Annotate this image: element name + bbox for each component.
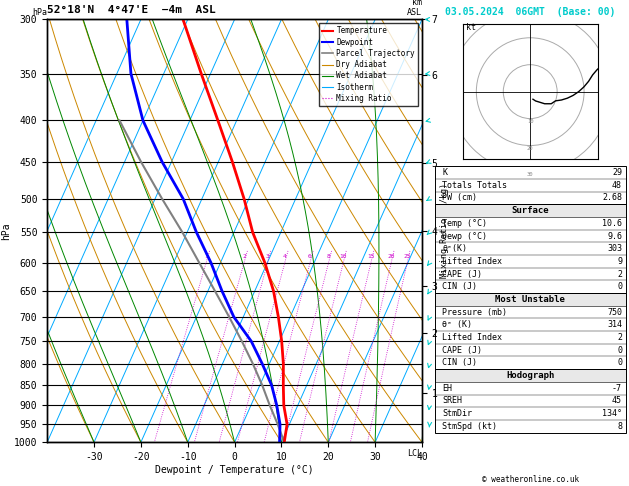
Text: 0: 0 xyxy=(617,346,622,355)
Text: Dewp (°C): Dewp (°C) xyxy=(442,231,487,241)
Text: 10: 10 xyxy=(527,119,533,123)
Text: 45: 45 xyxy=(612,397,622,405)
Text: 9: 9 xyxy=(617,257,622,266)
Text: 2.68: 2.68 xyxy=(602,193,622,203)
Text: 0: 0 xyxy=(617,282,622,291)
Text: θᵉ (K): θᵉ (K) xyxy=(442,320,472,329)
Text: km
ASL: km ASL xyxy=(407,0,422,17)
Text: 20: 20 xyxy=(527,145,533,151)
Text: PW (cm): PW (cm) xyxy=(442,193,477,203)
Bar xyxy=(435,369,626,433)
Text: Surface: Surface xyxy=(511,206,549,215)
Bar xyxy=(435,369,626,382)
Text: StmSpd (kt): StmSpd (kt) xyxy=(442,422,497,431)
Text: 48: 48 xyxy=(612,181,622,190)
Text: θᵉ(K): θᵉ(K) xyxy=(442,244,467,253)
Y-axis label: hPa: hPa xyxy=(1,222,11,240)
Legend: Temperature, Dewpoint, Parcel Trajectory, Dry Adiabat, Wet Adiabat, Isotherm, Mi: Temperature, Dewpoint, Parcel Trajectory… xyxy=(319,23,418,106)
Text: 750: 750 xyxy=(607,308,622,316)
Bar xyxy=(435,166,626,204)
Text: CIN (J): CIN (J) xyxy=(442,358,477,367)
Text: 15: 15 xyxy=(367,254,375,259)
X-axis label: Dewpoint / Temperature (°C): Dewpoint / Temperature (°C) xyxy=(155,465,314,475)
Text: © weatheronline.co.uk: © weatheronline.co.uk xyxy=(482,474,579,484)
Text: LCL: LCL xyxy=(407,449,422,458)
Text: hPa: hPa xyxy=(32,8,47,17)
Text: 29: 29 xyxy=(612,168,622,177)
Text: 8: 8 xyxy=(617,422,622,431)
Text: EH: EH xyxy=(442,383,452,393)
Text: 0: 0 xyxy=(617,358,622,367)
Text: CAPE (J): CAPE (J) xyxy=(442,270,482,278)
Text: 1: 1 xyxy=(204,254,208,259)
Text: CIN (J): CIN (J) xyxy=(442,282,477,291)
Text: -7: -7 xyxy=(612,383,622,393)
Text: Lifted Index: Lifted Index xyxy=(442,333,502,342)
Text: 6: 6 xyxy=(308,254,312,259)
Bar xyxy=(435,204,626,217)
Text: 2: 2 xyxy=(242,254,246,259)
Text: 2: 2 xyxy=(617,333,622,342)
Text: Pressure (mb): Pressure (mb) xyxy=(442,308,507,316)
Text: 9.6: 9.6 xyxy=(607,231,622,241)
Text: 4: 4 xyxy=(283,254,287,259)
Text: 134°: 134° xyxy=(602,409,622,418)
Text: 10: 10 xyxy=(340,254,347,259)
Text: 2: 2 xyxy=(617,270,622,278)
Y-axis label: Mixing Ratio (g/kg): Mixing Ratio (g/kg) xyxy=(440,183,449,278)
Text: 52°18'N  4°47'E  −4m  ASL: 52°18'N 4°47'E −4m ASL xyxy=(47,5,216,15)
Bar xyxy=(435,293,626,369)
Text: kt: kt xyxy=(465,23,476,32)
Text: K: K xyxy=(442,168,447,177)
Text: Hodograph: Hodograph xyxy=(506,371,554,380)
Text: 25: 25 xyxy=(403,254,411,259)
Text: Most Unstable: Most Unstable xyxy=(495,295,565,304)
Text: 314: 314 xyxy=(607,320,622,329)
Text: Temp (°C): Temp (°C) xyxy=(442,219,487,228)
Text: 303: 303 xyxy=(607,244,622,253)
Text: StmDir: StmDir xyxy=(442,409,472,418)
Bar xyxy=(435,204,626,293)
Text: 3: 3 xyxy=(265,254,269,259)
Text: 20: 20 xyxy=(387,254,395,259)
Text: 10.6: 10.6 xyxy=(602,219,622,228)
Text: SREH: SREH xyxy=(442,397,462,405)
Text: 03.05.2024  06GMT  (Base: 00): 03.05.2024 06GMT (Base: 00) xyxy=(445,7,615,17)
Text: CAPE (J): CAPE (J) xyxy=(442,346,482,355)
Text: Lifted Index: Lifted Index xyxy=(442,257,502,266)
Text: 8: 8 xyxy=(326,254,330,259)
Text: Totals Totals: Totals Totals xyxy=(442,181,507,190)
Text: 30: 30 xyxy=(527,173,533,177)
Bar xyxy=(435,293,626,306)
